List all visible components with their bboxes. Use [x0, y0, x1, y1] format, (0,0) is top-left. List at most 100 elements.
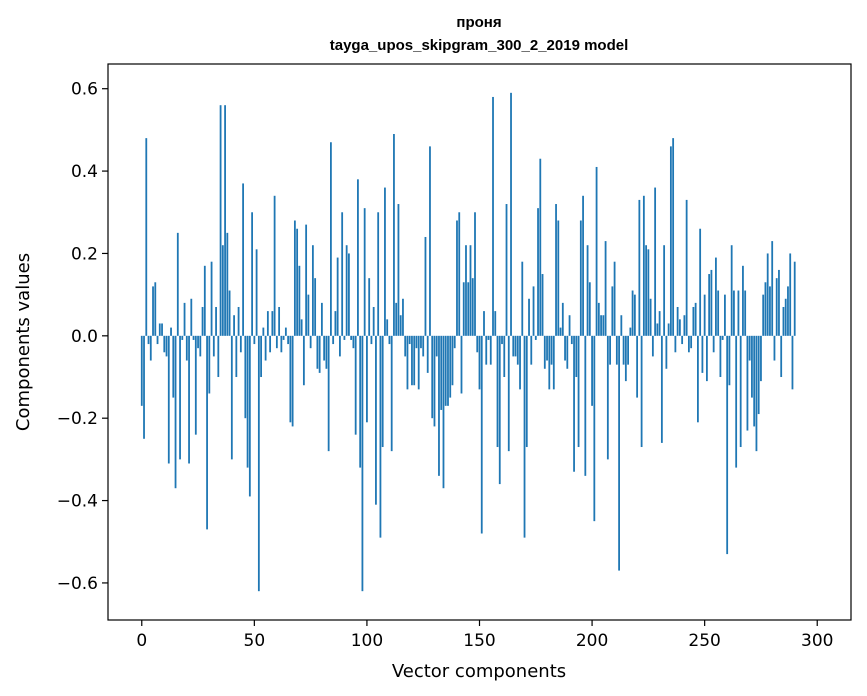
bar: [350, 335, 353, 340]
bar: [514, 335, 517, 357]
bar: [309, 335, 312, 349]
bar: [537, 208, 539, 336]
bar: [395, 302, 398, 336]
bar: [640, 335, 643, 448]
bar: [275, 335, 278, 349]
bar: [280, 335, 283, 353]
bar: [458, 212, 461, 336]
bar: [424, 236, 427, 336]
bar: [609, 335, 611, 365]
bar: [733, 290, 735, 336]
bar: [649, 298, 652, 336]
bar: [631, 290, 634, 336]
bar: [307, 294, 310, 336]
bar: [282, 335, 285, 340]
bar: [300, 319, 303, 336]
bar: [212, 335, 215, 357]
bar: [775, 278, 778, 336]
bar: [462, 282, 465, 336]
x-tick-label: 50: [244, 631, 266, 651]
bar: [791, 335, 794, 390]
bar: [235, 335, 238, 378]
bar: [183, 302, 186, 336]
bar: [397, 204, 400, 336]
bar: [690, 335, 693, 349]
bar: [744, 290, 747, 336]
bar: [541, 274, 544, 336]
bar: [314, 278, 317, 336]
bar: [465, 245, 467, 336]
bar: [228, 290, 231, 336]
bar: [253, 335, 256, 345]
bar: [751, 335, 753, 398]
bar: [154, 282, 157, 336]
bar: [246, 335, 249, 468]
bar: [512, 335, 515, 357]
bar: [735, 335, 738, 468]
bar: [577, 335, 580, 448]
bar: [284, 327, 287, 336]
bar: [519, 335, 521, 390]
bar: [651, 335, 654, 357]
bar: [742, 265, 744, 336]
bar: [613, 261, 616, 336]
bar: [415, 335, 418, 349]
bar: [264, 335, 267, 361]
bar: [185, 335, 188, 361]
bar: [492, 96, 494, 336]
bar: [388, 335, 391, 345]
bar: [778, 269, 780, 336]
bar: [575, 335, 578, 378]
bar: [251, 212, 253, 336]
bar: [278, 306, 281, 336]
bar: [152, 286, 154, 336]
bar: [476, 335, 479, 353]
bar: [550, 335, 553, 365]
bar: [140, 335, 143, 406]
y-tick-label: −0.4: [57, 492, 98, 512]
bar: [271, 311, 274, 336]
bar: [352, 335, 355, 349]
bar: [334, 311, 337, 336]
bar: [460, 335, 463, 394]
bar: [438, 335, 440, 476]
bar: [399, 315, 402, 336]
bar: [760, 335, 762, 382]
bar: [435, 335, 438, 357]
bar: [206, 335, 208, 530]
bar: [773, 335, 776, 361]
bar: [181, 335, 184, 340]
bar: [318, 335, 321, 373]
bar: [266, 311, 269, 336]
bar: [789, 253, 792, 336]
bar: [525, 335, 528, 448]
bar: [194, 335, 197, 435]
bar: [429, 146, 431, 336]
bar: [163, 335, 166, 353]
bar: [339, 335, 341, 357]
bar: [348, 253, 350, 336]
bar: [311, 245, 314, 336]
y-tick-label: 0.2: [71, 244, 98, 264]
bar: [417, 335, 420, 390]
bar: [784, 298, 787, 336]
bar: [302, 335, 305, 386]
bar: [221, 245, 224, 336]
bar: [293, 220, 296, 336]
bar: [564, 335, 566, 361]
bar: [381, 335, 384, 448]
bar: [485, 335, 488, 365]
x-tick-label: 200: [576, 631, 608, 651]
bar: [201, 306, 204, 336]
bar: [521, 261, 524, 336]
bar: [654, 187, 657, 336]
bar: [528, 298, 530, 336]
bar: [413, 335, 416, 386]
x-tick-label: 150: [463, 631, 495, 651]
bar: [483, 311, 485, 336]
bar: [161, 323, 163, 336]
bar: [737, 290, 740, 336]
y-tick-label: −0.6: [57, 574, 98, 594]
bar: [149, 335, 152, 361]
bar: [712, 335, 715, 353]
